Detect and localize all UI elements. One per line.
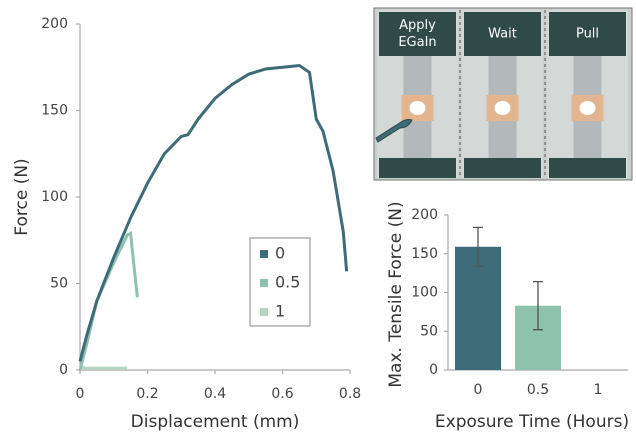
panel-header (464, 12, 541, 56)
panel-footer (549, 158, 626, 178)
x-tick-label: 0 (76, 386, 85, 402)
y-tick-label: 100 (41, 189, 68, 205)
y-tick-label: 0 (59, 362, 68, 378)
legend-label: 1 (275, 302, 285, 321)
y-tick-label: 200 (411, 207, 438, 223)
x-tick-label: 1 (594, 382, 603, 398)
x-tick-label: 0.8 (339, 386, 361, 402)
brush (375, 119, 413, 143)
y-tick-label: 100 (411, 285, 438, 301)
bar (455, 246, 501, 370)
error-bar (533, 281, 543, 331)
y-tick-label: 150 (41, 103, 68, 119)
panel-footer (379, 158, 456, 178)
x-tick-label: 0.6 (271, 386, 293, 402)
y-tick-label: 200 (41, 16, 68, 32)
y-tick-label: 50 (420, 323, 438, 339)
y-tick-label: 150 (411, 246, 438, 262)
panel-header (549, 12, 626, 56)
series-line (79, 365, 128, 370)
legend-swatch (260, 308, 268, 316)
panel-label: Wait (488, 27, 517, 42)
legend-label: 0.5 (275, 273, 300, 292)
y-tick-label: 0 (429, 362, 438, 378)
x-tick-label: 0.5 (527, 382, 549, 398)
panels: Apply EGaIn Wait Pull (375, 10, 628, 178)
x-tick-label: 0 (474, 382, 483, 398)
x-tick-label: 0.2 (136, 386, 158, 402)
egain-drop (494, 101, 511, 115)
egain-drop (409, 101, 426, 115)
illustration: Apply EGaIn Wait Pull (373, 7, 633, 181)
error-bar (473, 226, 483, 267)
x-axis-title: Displacement (mm) (131, 412, 300, 432)
panel-header (379, 12, 456, 56)
series-line (78, 63, 349, 362)
egain-drop (579, 101, 596, 115)
legend-swatch (260, 279, 268, 287)
panel-label: Pull (576, 27, 599, 42)
x-tick-label: 0.4 (204, 386, 226, 402)
panel-label: EGaIn (398, 35, 436, 50)
x-axis-title: Exposure Time (Hours) (435, 412, 629, 432)
series-line (78, 230, 139, 371)
legend-swatch (260, 250, 268, 258)
panel-footer (464, 158, 541, 178)
legend-label: 0 (275, 244, 285, 263)
y-axis-title: Max. Tensile Force (N) (386, 201, 406, 387)
y-axis-title: Force (N) (12, 158, 32, 235)
panel-label: Apply (399, 18, 436, 33)
y-tick-label: 50 (50, 276, 68, 292)
